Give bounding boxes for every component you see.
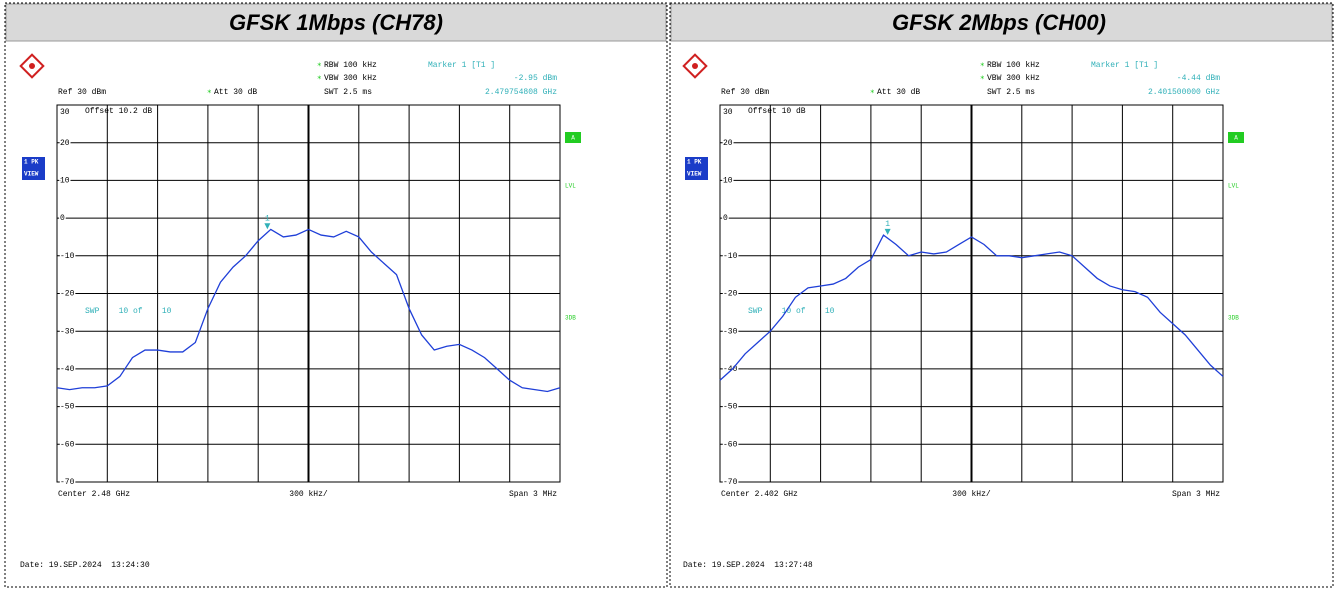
star: ∗ [870, 88, 875, 97]
per-division: 300 kHz/ [289, 490, 328, 499]
y-tick-label: 30 [60, 108, 70, 117]
trace-mode-box [685, 157, 708, 180]
y-tick-label: 30 [723, 108, 733, 117]
trace [56, 228, 561, 393]
date: Date: 19.SEP.2024 13:27:48 [683, 561, 813, 570]
marker-level: -2.95 dBm [514, 74, 557, 83]
side-label: LVL [1228, 183, 1239, 190]
y-tick-label: 20 [60, 139, 70, 148]
offset: Offset 10 dB [748, 107, 806, 116]
trace-mode: 1 PK [687, 159, 702, 166]
y-tick-label: 0 [60, 214, 65, 223]
vbw: VBW 300 kHz [324, 74, 377, 83]
star: ∗ [317, 61, 322, 70]
per-division: 300 kHz/ [952, 490, 991, 499]
marker [264, 223, 271, 230]
y-tick-label: 0 [723, 214, 728, 223]
ref-level: Ref 30 dBm [58, 88, 106, 97]
y-tick-label: -70 [723, 478, 738, 487]
side-label: LVL [565, 183, 576, 190]
marker-frequency: 2.479754808 GHz [485, 88, 557, 97]
y-tick-label: 20 [723, 139, 733, 148]
y-tick-label: -60 [60, 440, 75, 449]
y-tick-label: -40 [60, 365, 75, 374]
marker-label: 1 [885, 220, 890, 229]
offset: Offset 10.2 dB [85, 107, 152, 116]
y-tick-label: -20 [60, 290, 75, 299]
y-tick-label: -20 [723, 290, 738, 299]
marker-label: 1 [265, 214, 270, 223]
y-tick-label: 10 [723, 177, 733, 186]
y-tick-label: -50 [60, 403, 75, 412]
side-label: A [571, 135, 575, 142]
star: ∗ [207, 88, 212, 97]
trace-mode: VIEW [687, 171, 702, 178]
y-tick-label: -60 [723, 440, 738, 449]
logo-dot [692, 63, 698, 69]
title-bar [670, 3, 1333, 42]
sweep-time: SWT 2.5 ms [324, 88, 372, 97]
rbw: RBW 100 kHz [324, 61, 377, 70]
side-box [1228, 132, 1244, 143]
panel-title: GFSK 1Mbps (CH78) [229, 10, 443, 35]
y-tick-label: 10 [60, 177, 70, 186]
center-frequency: Center 2.48 GHz [58, 490, 130, 499]
trace [719, 234, 1224, 381]
side-box [565, 132, 581, 143]
star: ∗ [980, 74, 985, 83]
side-label: A [1234, 135, 1238, 142]
y-tick-label: -30 [60, 327, 75, 336]
date: Date: 19.SEP.2024 13:24:30 [20, 561, 150, 570]
panel-border [4, 2, 668, 588]
star: ∗ [317, 74, 322, 83]
attenuation: Att 30 dB [214, 88, 257, 97]
marker-frequency: 2.401500000 GHz [1148, 88, 1220, 97]
attenuation: Att 30 dB [877, 88, 920, 97]
rbw: RBW 100 kHz [987, 61, 1040, 70]
title-bar [5, 3, 667, 42]
logo-dot [29, 63, 35, 69]
sweep-count: SWP 10 of 10 [748, 307, 835, 316]
panel-title: GFSK 2Mbps (CH00) [892, 10, 1106, 35]
star: ∗ [980, 61, 985, 70]
y-tick-label: -10 [723, 252, 738, 261]
ref-level: Ref 30 dBm [721, 88, 769, 97]
y-tick-label: -10 [60, 252, 75, 261]
center-frequency: Center 2.402 GHz [721, 490, 798, 499]
y-tick-label: -70 [60, 478, 75, 487]
trace-mode-box [22, 157, 45, 180]
vbw: VBW 300 kHz [987, 74, 1040, 83]
marker-name: Marker 1 [T1 ] [1091, 61, 1158, 70]
sweep-count: SWP 10 of 10 [85, 307, 172, 316]
marker-level: -4.44 dBm [1177, 74, 1220, 83]
marker [884, 228, 891, 235]
span: Span 3 MHz [1172, 490, 1220, 499]
marker-name: Marker 1 [T1 ] [428, 61, 495, 70]
y-tick-label: -30 [723, 327, 738, 336]
trace-mode: VIEW [24, 171, 39, 178]
span: Span 3 MHz [509, 490, 557, 499]
side-label: 3DB [1228, 315, 1239, 322]
y-tick-label: -50 [723, 403, 738, 412]
side-label: 3DB [565, 315, 576, 322]
sweep-time: SWT 2.5 ms [987, 88, 1035, 97]
trace-mode: 1 PK [24, 159, 39, 166]
panel-border [669, 2, 1334, 588]
